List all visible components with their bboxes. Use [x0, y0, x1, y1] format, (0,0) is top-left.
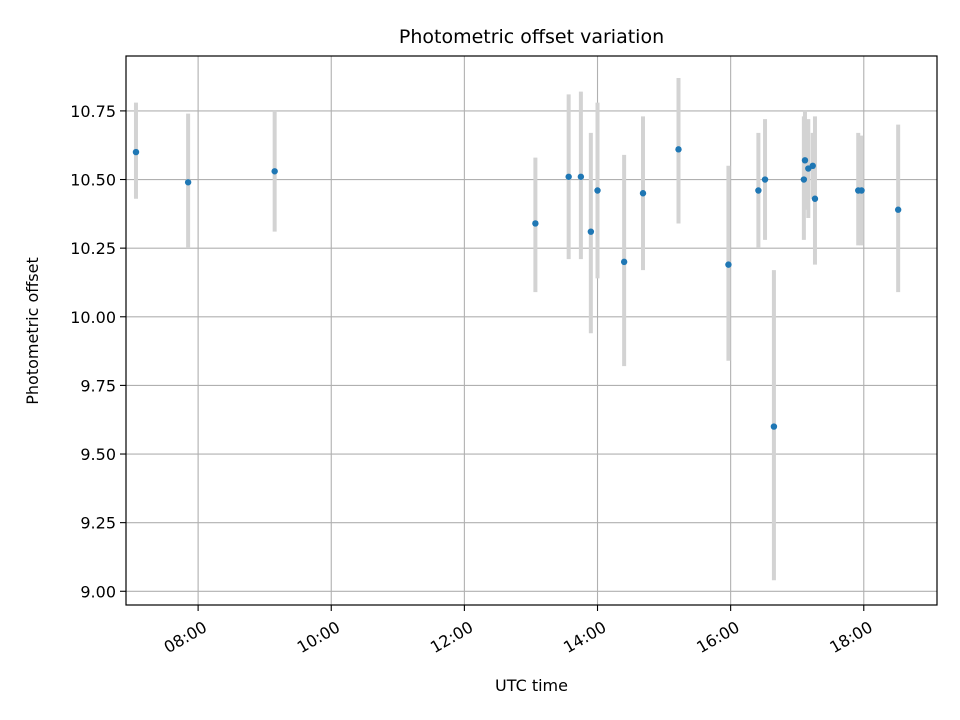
data-point — [801, 157, 809, 164]
data-point — [675, 146, 682, 153]
y-axis-label: Photometric offset — [23, 257, 42, 405]
y-axis-ticks: 9.00 9.25 9.50 9.75 10.00 10.25 10.50 10.75 — [70, 102, 126, 601]
plot-frame — [125, 55, 938, 606]
data-point — [894, 206, 902, 213]
data-point — [620, 258, 628, 266]
y-tick-label: 10.75 — [70, 102, 116, 121]
y-tick-label: 10.00 — [70, 308, 116, 327]
x-axis-label: UTC time — [495, 676, 568, 695]
data-point — [594, 187, 601, 194]
y-tick-label: 9.25 — [80, 514, 116, 533]
y-tick-label: 9.50 — [80, 445, 116, 464]
data-point — [184, 179, 192, 186]
y-tick-label: 9.00 — [80, 582, 116, 601]
data-point — [858, 187, 865, 194]
data-point — [132, 148, 140, 156]
data-point — [761, 176, 769, 183]
data-point — [770, 423, 778, 430]
data-point — [565, 173, 572, 180]
data-point — [587, 228, 595, 235]
data-point — [725, 261, 732, 268]
data-points — [132, 146, 902, 430]
chart-title: Photometric offset variation — [399, 26, 664, 48]
data-point — [800, 176, 808, 183]
data-point — [755, 187, 762, 194]
data-point — [811, 195, 819, 202]
data-point — [532, 220, 539, 227]
y-tick-label: 9.75 — [80, 376, 116, 395]
y-tick-label: 10.25 — [70, 239, 116, 258]
data-point — [809, 162, 816, 169]
data-point — [271, 168, 278, 175]
y-tick-label: 10.50 — [70, 171, 116, 190]
data-point — [639, 190, 647, 197]
data-point — [577, 173, 585, 180]
